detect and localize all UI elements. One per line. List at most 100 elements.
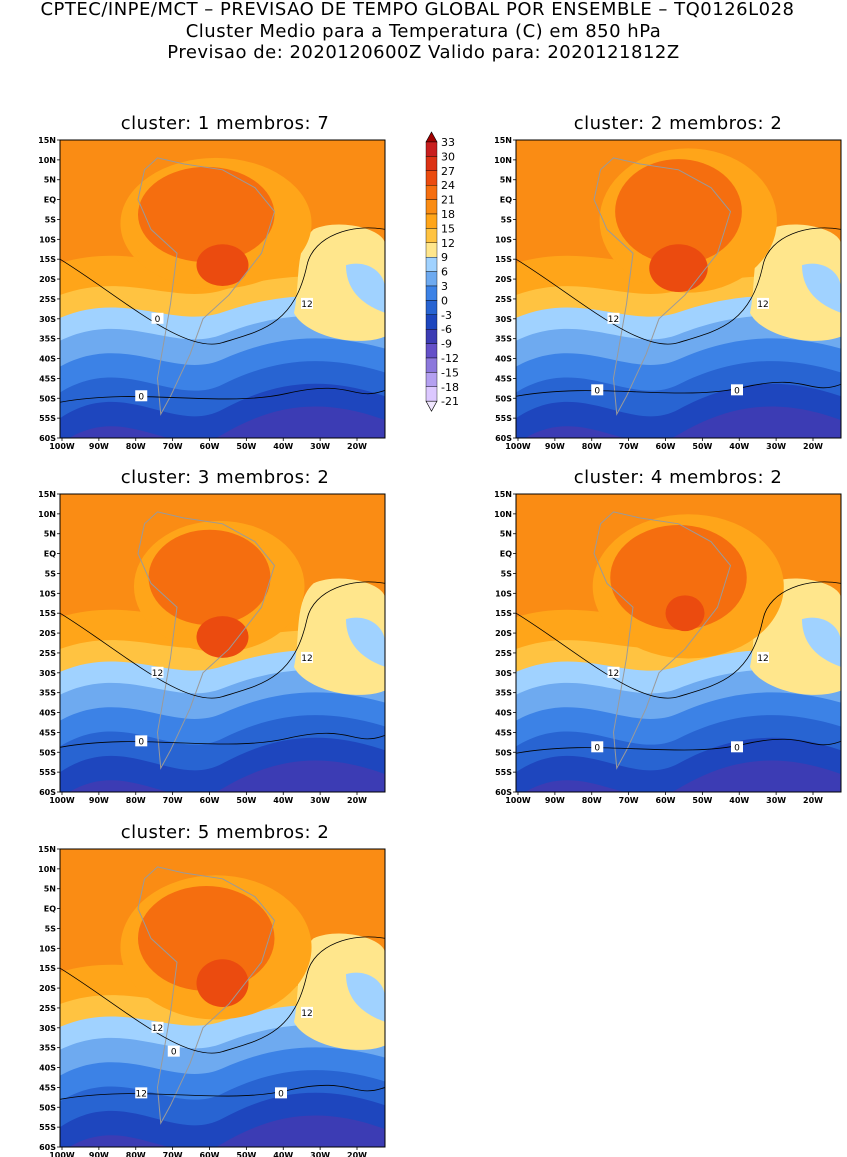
lat-tick-label: 5S	[501, 569, 513, 578]
lon-tick-label: 40W	[273, 442, 293, 451]
map-fill	[60, 849, 385, 1147]
lat-tick-label: 50S	[39, 1103, 56, 1112]
lat-tick-label: 15N	[38, 490, 56, 499]
contour-label: 0	[138, 737, 144, 747]
contour-label: 0	[278, 1089, 284, 1099]
lon-tick-label: 80W	[582, 796, 602, 805]
figure-title-line-2: Cluster Medio para a Temperatura (C) em …	[185, 21, 662, 42]
lat-tick-label: 5S	[501, 215, 513, 224]
lat-tick-label: 5N	[500, 176, 512, 185]
colorbar-swatch	[425, 256, 438, 272]
panel-title-3: cluster: 3 membros: 2	[120, 467, 330, 488]
colorbar-tick-label: -9	[441, 338, 452, 351]
lon-tick-label: 90W	[545, 796, 565, 805]
colorbar-tick-label: 0	[441, 294, 448, 307]
lat-tick-label: 35S	[39, 1044, 56, 1053]
contour-label-bg	[151, 1021, 164, 1033]
lat-tick-label: 10S	[39, 944, 56, 953]
lon-tick-label: 90W	[545, 442, 565, 451]
contour-label: 12	[301, 300, 312, 310]
lon-tick-label: 60W	[200, 796, 220, 805]
colorbar-swatch	[425, 141, 438, 157]
lat-tick-label: 55S	[39, 1123, 56, 1132]
colorbar-swatch	[425, 372, 438, 387]
lat-tick-label: 45S	[39, 728, 56, 737]
lat-tick-label: 50S	[39, 748, 56, 757]
contour-label-bg	[151, 312, 164, 324]
lon-tick-label: 50W	[236, 796, 256, 805]
lat-tick-label: 10S	[39, 589, 56, 598]
lat-tick-label: 20S	[39, 984, 56, 993]
map-frame	[59, 139, 386, 439]
contour-label: 12	[608, 315, 619, 325]
lon-tick-label: 40W	[729, 442, 749, 451]
map-frame	[59, 493, 386, 793]
contour-label-bg	[135, 1087, 148, 1099]
lat-tick-label: 20S	[39, 275, 56, 284]
lon-tick-label: 100W	[505, 796, 531, 805]
map-frame	[515, 493, 842, 793]
colorbar-tick-label: 3	[441, 280, 448, 293]
lat-tick-label: 25S	[39, 295, 56, 304]
lat-tick-label: 15N	[38, 136, 56, 145]
colorbar-swatch	[425, 271, 438, 287]
contour-label-bg	[757, 297, 769, 309]
colorbar-swatch	[425, 170, 438, 186]
lat-tick-label: EQ	[500, 196, 512, 205]
colorbar-tick-label: -6	[441, 323, 452, 336]
lat-tick-label: 25S	[39, 649, 56, 658]
lon-tick-label: 100W	[49, 796, 75, 805]
lon-tick-label: 20W	[803, 442, 823, 451]
lon-tick-label: 100W	[49, 1151, 75, 1157]
lat-tick-label: 25S	[495, 295, 512, 304]
lat-tick-label: EQ	[44, 905, 56, 914]
lon-tick-label: 70W	[163, 442, 183, 451]
lat-tick-label: 5N	[500, 530, 512, 539]
colorbar-tick-label: 12	[441, 237, 455, 250]
contour-label-bg	[135, 390, 148, 402]
lat-tick-label: 55S	[39, 414, 56, 423]
contour-label-bg	[301, 297, 313, 309]
lat-tick-label: 5N	[44, 530, 56, 539]
lon-tick-label: 80W	[582, 442, 602, 451]
lon-tick-label: 100W	[505, 442, 531, 451]
lat-tick-label: 10S	[495, 589, 512, 598]
lon-tick-label: 30W	[310, 796, 330, 805]
contour-label: 0	[734, 743, 740, 753]
contour-label-bg	[607, 312, 620, 324]
contour-label: 0	[138, 392, 144, 402]
lat-tick-label: 45S	[39, 374, 56, 383]
colorbar-tick-label: 30	[441, 150, 455, 163]
lat-tick-label: EQ	[44, 196, 56, 205]
lat-tick-label: 30S	[495, 315, 512, 324]
panel-title-1: cluster: 1 membros: 7	[120, 113, 330, 134]
colorbar-tick-label: 9	[441, 251, 448, 264]
lon-tick-label: 50W	[692, 442, 712, 451]
lat-tick-label: 15S	[39, 609, 56, 618]
colorbar-tick-label: -18	[441, 381, 459, 394]
contour-label: 12	[608, 669, 619, 679]
contour-label-bg	[301, 1006, 313, 1018]
lon-tick-label: 80W	[126, 796, 146, 805]
map-panel-5: 12 12 12 0 0 15N 10N 5N EQ 5S 10S 15S 20S 25S 30S 35S 40…	[38, 845, 386, 1157]
colorbar-tick-label: -21	[441, 395, 459, 408]
colorbar-top-arrow	[425, 131, 438, 143]
lat-tick-label: 10N	[494, 510, 512, 519]
lat-tick-label: 5S	[45, 924, 57, 933]
lon-tick-label: 40W	[273, 1151, 293, 1157]
contour-label-bg	[301, 651, 313, 663]
lon-tick-label: 30W	[310, 442, 330, 451]
lat-tick-label: EQ	[500, 550, 512, 559]
lat-tick-label: 10S	[39, 235, 56, 244]
lon-tick-label: 70W	[619, 442, 639, 451]
lat-tick-label: 10S	[495, 235, 512, 244]
lat-tick-label: 40S	[39, 709, 56, 718]
contour-label: 0	[734, 386, 740, 396]
lon-tick-label: 20W	[347, 796, 367, 805]
colorbar-tick-label: 33	[441, 136, 455, 149]
lat-tick-label: 10N	[38, 865, 56, 874]
lat-tick-label: 35S	[495, 335, 512, 344]
lon-tick-label: 40W	[273, 796, 293, 805]
map-fill	[60, 140, 385, 438]
lat-tick-label: 60S	[39, 1143, 56, 1152]
